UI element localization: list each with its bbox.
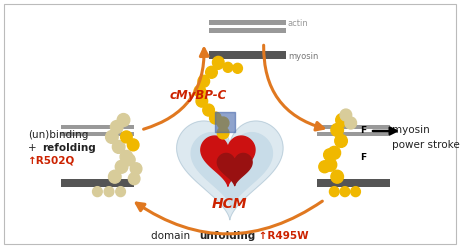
Circle shape — [109, 170, 121, 183]
Text: HCM: HCM — [212, 197, 247, 211]
Bar — [318, 132, 390, 136]
Circle shape — [328, 146, 341, 159]
Circle shape — [206, 66, 217, 78]
Bar — [209, 20, 286, 25]
Text: actin: actin — [288, 19, 309, 28]
Bar — [318, 179, 390, 187]
Polygon shape — [201, 136, 255, 186]
Circle shape — [106, 130, 118, 143]
Circle shape — [329, 187, 339, 197]
Circle shape — [128, 139, 139, 151]
Bar — [209, 28, 286, 33]
Circle shape — [110, 121, 123, 133]
Circle shape — [223, 62, 233, 72]
Circle shape — [340, 109, 352, 121]
Text: +: + — [28, 143, 40, 153]
Circle shape — [198, 75, 210, 87]
Text: ↑R502Q: ↑R502Q — [28, 156, 75, 166]
Text: domain: domain — [151, 231, 193, 241]
Circle shape — [196, 95, 208, 107]
Bar — [61, 179, 134, 187]
Circle shape — [331, 124, 344, 136]
Circle shape — [217, 127, 229, 139]
Text: unfolding: unfolding — [199, 231, 255, 241]
Text: cMyBP-C: cMyBP-C — [170, 89, 227, 102]
Circle shape — [115, 160, 128, 173]
Circle shape — [351, 187, 360, 197]
Polygon shape — [217, 154, 252, 186]
Text: power stroke: power stroke — [392, 140, 460, 150]
Circle shape — [116, 187, 126, 197]
Circle shape — [112, 140, 125, 153]
Circle shape — [233, 63, 242, 73]
Circle shape — [336, 114, 348, 126]
Circle shape — [120, 150, 133, 163]
Circle shape — [194, 85, 206, 97]
Circle shape — [345, 117, 356, 129]
Circle shape — [319, 161, 330, 173]
Circle shape — [340, 187, 350, 197]
Text: F: F — [360, 126, 366, 135]
Text: ↑R495W: ↑R495W — [255, 231, 309, 241]
Text: myosin: myosin — [288, 52, 318, 61]
Circle shape — [213, 59, 223, 69]
Bar — [318, 125, 390, 129]
Text: myosin: myosin — [392, 125, 430, 135]
Circle shape — [212, 56, 224, 68]
Bar — [209, 51, 286, 59]
Text: refolding: refolding — [42, 143, 96, 153]
Circle shape — [335, 134, 347, 147]
Text: (un)binding: (un)binding — [28, 130, 88, 140]
Circle shape — [120, 131, 132, 143]
Circle shape — [117, 114, 130, 126]
Circle shape — [324, 158, 337, 171]
Circle shape — [203, 104, 214, 116]
Circle shape — [104, 187, 114, 197]
Text: F: F — [360, 153, 366, 162]
Circle shape — [92, 187, 102, 197]
Circle shape — [324, 149, 335, 161]
Polygon shape — [191, 133, 273, 208]
Circle shape — [130, 163, 142, 175]
Circle shape — [128, 173, 140, 185]
Circle shape — [124, 154, 135, 166]
Bar — [61, 125, 134, 129]
Circle shape — [217, 117, 229, 129]
Bar — [61, 132, 134, 136]
Polygon shape — [177, 121, 283, 220]
Circle shape — [331, 170, 344, 183]
Circle shape — [210, 112, 221, 124]
